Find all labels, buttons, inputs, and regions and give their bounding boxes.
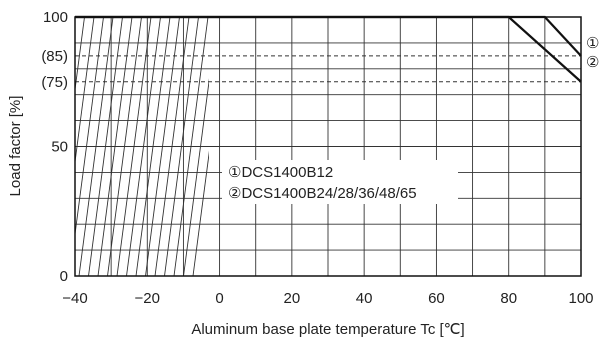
y-tick-label: 100 [43,9,68,26]
x-tick-label: −40 [62,290,87,307]
y-tick-label: (85) [41,48,68,65]
x-tick-label: −20 [135,290,160,307]
hatch-line [173,17,209,276]
hatch-line [164,17,199,276]
series-label-1: ① [586,35,599,52]
hatch-line [75,17,95,166]
hatch-line [75,17,85,93]
x-tick-label: 20 [284,290,301,307]
hatch-line [154,17,190,276]
hatch-line [88,17,123,276]
annotation-line-2: ②DCS1400B24/28/36/48/65 [228,185,417,202]
y-tick-label: 0 [60,268,68,285]
series-line-2 [75,15,582,83]
hatch-line [107,17,142,276]
hatch-line [116,17,152,276]
x-tick-label: 100 [568,290,593,307]
x-tick-label: 80 [500,290,517,307]
hatch-line [145,17,180,276]
hatch-line [192,150,209,276]
series-label-2: ② [586,54,599,71]
y-axis-title: Load factor [%] [7,96,24,197]
annotation-line-1: ①DCS1400B12 [228,164,333,181]
x-tick-label: 0 [215,290,223,307]
annotation-box [222,160,458,204]
hatch-line [78,17,114,276]
x-tick-label: 60 [428,290,445,307]
x-axis-title: Aluminum base plate temperature Tc [℃] [191,321,464,338]
y-tick-labels: 0 50 (75) (85) 100 [41,9,68,285]
series-lines [75,15,582,83]
x-tick-labels: −40 −20 0 20 40 60 80 100 [62,290,593,307]
hatch-line [126,17,161,276]
series-labels: ①② [586,35,599,71]
y-tick-label: (75) [41,74,68,91]
hatch-line [183,78,209,276]
hatch-line [135,17,171,276]
hatch-line [97,17,133,276]
reference-lines [75,55,581,83]
x-tick-label: 40 [356,290,373,307]
y-tick-label: 50 [51,139,68,156]
